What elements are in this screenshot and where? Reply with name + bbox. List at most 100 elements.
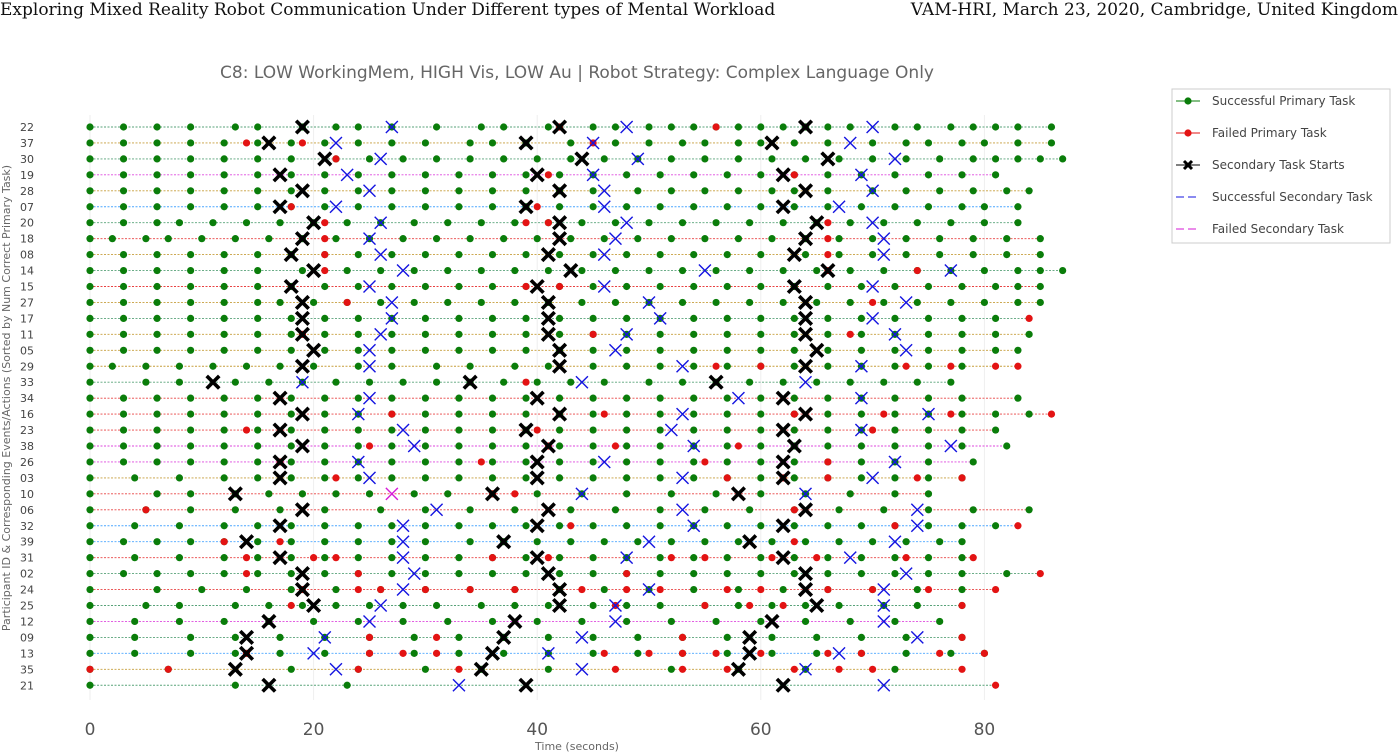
successful-primary-point	[734, 601, 743, 610]
successful-primary-point	[801, 155, 810, 163]
successful-secondary-marker	[295, 375, 309, 389]
y-tick-label: 35	[20, 663, 34, 676]
secondary-start-marker	[484, 645, 501, 661]
successful-primary-point	[1036, 251, 1044, 259]
successful-primary-point	[656, 346, 664, 354]
successful-primary-point	[1047, 123, 1056, 131]
legend-label: Failed Secondary Task	[1212, 222, 1344, 236]
successful-primary-point	[913, 219, 921, 227]
successful-primary-point	[902, 538, 910, 546]
participant-row	[86, 597, 966, 614]
successful-primary-point	[757, 458, 765, 466]
successful-primary-point	[589, 426, 597, 434]
successful-primary-point	[254, 538, 262, 546]
secondary-start-marker	[775, 470, 791, 486]
successful-primary-point	[924, 474, 933, 482]
successful-primary-point	[611, 123, 620, 131]
successful-primary-point	[790, 314, 798, 322]
secondary-start-marker	[529, 470, 545, 486]
successful-primary-point	[388, 458, 396, 466]
participant-row	[86, 310, 1033, 326]
secondary-start-marker	[484, 486, 501, 502]
successful-primary-point	[153, 314, 161, 322]
failed-primary-point	[623, 570, 631, 578]
participant-row	[86, 278, 1044, 295]
successful-primary-point	[723, 282, 731, 291]
successful-primary-point	[175, 362, 184, 370]
secondary-start-marker	[552, 406, 568, 422]
successful-primary-point	[690, 394, 698, 402]
failed-primary-point	[388, 410, 396, 418]
successful-primary-point	[857, 314, 866, 322]
participant-row	[86, 406, 1056, 422]
successful-primary-point	[924, 139, 933, 147]
successful-primary-point	[354, 538, 362, 546]
successful-primary-point	[958, 282, 966, 291]
successful-primary-point	[455, 633, 463, 642]
failed-primary-point	[332, 554, 340, 562]
failed-primary-point	[533, 203, 541, 211]
successful-primary-point	[321, 171, 329, 179]
successful-primary-point	[86, 171, 94, 179]
failed-primary-point	[310, 554, 318, 562]
failed-primary-point	[678, 649, 687, 657]
successful-secondary-marker	[877, 232, 891, 246]
failed-primary-point	[835, 665, 843, 673]
successful-primary-point	[298, 266, 307, 275]
successful-primary-point	[187, 570, 195, 578]
successful-primary-point	[488, 139, 497, 147]
y-tick-label: 23	[20, 424, 34, 437]
successful-primary-point	[354, 314, 362, 322]
successful-primary-point	[913, 378, 921, 386]
successful-primary-point	[187, 633, 195, 642]
failed-primary-point	[432, 649, 441, 657]
successful-primary-point	[354, 171, 362, 179]
successful-primary-point	[757, 139, 765, 147]
secondary-start-marker	[473, 661, 489, 677]
successful-primary-point	[119, 346, 128, 354]
successful-primary-point	[321, 346, 329, 354]
successful-primary-point	[187, 187, 195, 195]
successful-primary-point	[187, 155, 195, 163]
participant-row	[86, 438, 1011, 454]
successful-primary-point	[734, 585, 743, 594]
failed-primary-point	[365, 649, 374, 657]
successful-primary-point	[153, 538, 161, 546]
legend-label: Secondary Task Starts	[1212, 158, 1345, 172]
successful-primary-point	[533, 617, 541, 626]
successful-primary-point	[86, 490, 94, 498]
successful-primary-point	[924, 442, 933, 450]
failed-primary-point	[589, 330, 597, 338]
successful-primary-point	[723, 554, 731, 562]
successful-secondary-marker	[877, 248, 891, 262]
successful-primary-point	[466, 155, 474, 163]
secondary-start-marker	[786, 278, 802, 295]
successful-primary-point	[488, 617, 497, 626]
successful-primary-point	[287, 665, 295, 673]
successful-primary-point	[488, 522, 497, 530]
successful-primary-point	[421, 506, 429, 514]
y-tick-label: 17	[20, 312, 34, 325]
successful-primary-point	[187, 314, 195, 322]
successful-secondary-marker	[340, 168, 354, 182]
successful-primary-point	[757, 251, 765, 259]
successful-primary-point	[187, 123, 195, 131]
successful-primary-point	[790, 458, 798, 466]
successful-primary-point	[187, 394, 195, 402]
successful-primary-point	[119, 394, 128, 402]
successful-primary-point	[410, 633, 418, 642]
successful-primary-point	[701, 187, 709, 195]
successful-primary-point	[958, 346, 966, 354]
failed-primary-point	[421, 585, 429, 594]
successful-primary-point	[321, 139, 329, 147]
successful-primary-point	[86, 123, 94, 131]
successful-primary-point	[455, 314, 463, 322]
successful-primary-point	[287, 538, 295, 546]
failed-primary-point	[142, 506, 150, 514]
y-tick-label: 22	[20, 121, 34, 134]
successful-primary-point	[466, 362, 474, 370]
successful-primary-point	[690, 346, 698, 354]
successful-primary-point	[567, 155, 575, 163]
successful-primary-point	[354, 442, 362, 450]
successful-primary-point	[131, 522, 139, 530]
